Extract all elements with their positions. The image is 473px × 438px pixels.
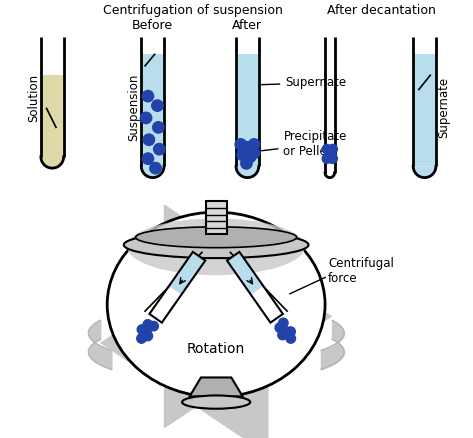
Circle shape — [322, 145, 332, 154]
Circle shape — [328, 154, 337, 163]
Circle shape — [152, 100, 163, 111]
Text: Supernate: Supernate — [262, 76, 346, 89]
Text: Centrifugation of suspension: Centrifugation of suspension — [103, 4, 282, 18]
Circle shape — [154, 144, 165, 155]
Text: Rotation: Rotation — [187, 342, 245, 356]
FancyBboxPatch shape — [206, 201, 227, 234]
Ellipse shape — [127, 218, 305, 275]
Polygon shape — [141, 54, 164, 166]
Text: Solution: Solution — [27, 74, 40, 122]
Circle shape — [245, 151, 256, 162]
Circle shape — [149, 321, 158, 331]
Polygon shape — [413, 54, 436, 166]
Circle shape — [322, 154, 332, 163]
Polygon shape — [227, 252, 263, 295]
Circle shape — [325, 149, 334, 159]
Circle shape — [235, 139, 246, 150]
Polygon shape — [169, 252, 205, 295]
Polygon shape — [41, 157, 64, 168]
Circle shape — [141, 327, 151, 336]
Circle shape — [137, 334, 146, 343]
Circle shape — [143, 320, 153, 329]
Circle shape — [328, 145, 337, 154]
Text: Precipitate
or Pellet: Precipitate or Pellet — [262, 131, 347, 159]
Circle shape — [281, 327, 290, 336]
Circle shape — [153, 122, 164, 133]
Circle shape — [150, 162, 161, 174]
Polygon shape — [413, 166, 436, 177]
Circle shape — [286, 334, 296, 343]
Circle shape — [275, 323, 284, 332]
Text: Supernate: Supernate — [437, 77, 450, 138]
Circle shape — [237, 149, 248, 161]
Text: Suspension: Suspension — [127, 74, 140, 141]
Ellipse shape — [124, 232, 308, 258]
Text: Before: Before — [132, 18, 173, 32]
Polygon shape — [190, 378, 243, 396]
Ellipse shape — [182, 396, 250, 409]
Circle shape — [278, 330, 287, 340]
Circle shape — [286, 327, 295, 336]
Circle shape — [142, 90, 154, 102]
Circle shape — [248, 147, 260, 159]
Circle shape — [140, 112, 152, 124]
Circle shape — [248, 139, 260, 150]
Text: After: After — [232, 18, 263, 32]
Circle shape — [242, 141, 253, 153]
Polygon shape — [41, 75, 64, 157]
Circle shape — [142, 153, 154, 164]
Circle shape — [143, 134, 155, 145]
Ellipse shape — [136, 227, 297, 247]
Circle shape — [279, 318, 288, 328]
Circle shape — [143, 331, 153, 341]
Polygon shape — [236, 54, 259, 166]
Text: After decantation: After decantation — [327, 4, 437, 18]
Ellipse shape — [107, 212, 325, 397]
Text: Centrifugal
force: Centrifugal force — [328, 258, 394, 286]
Polygon shape — [236, 166, 259, 177]
Circle shape — [137, 325, 147, 334]
Polygon shape — [141, 166, 164, 177]
Circle shape — [241, 158, 252, 169]
